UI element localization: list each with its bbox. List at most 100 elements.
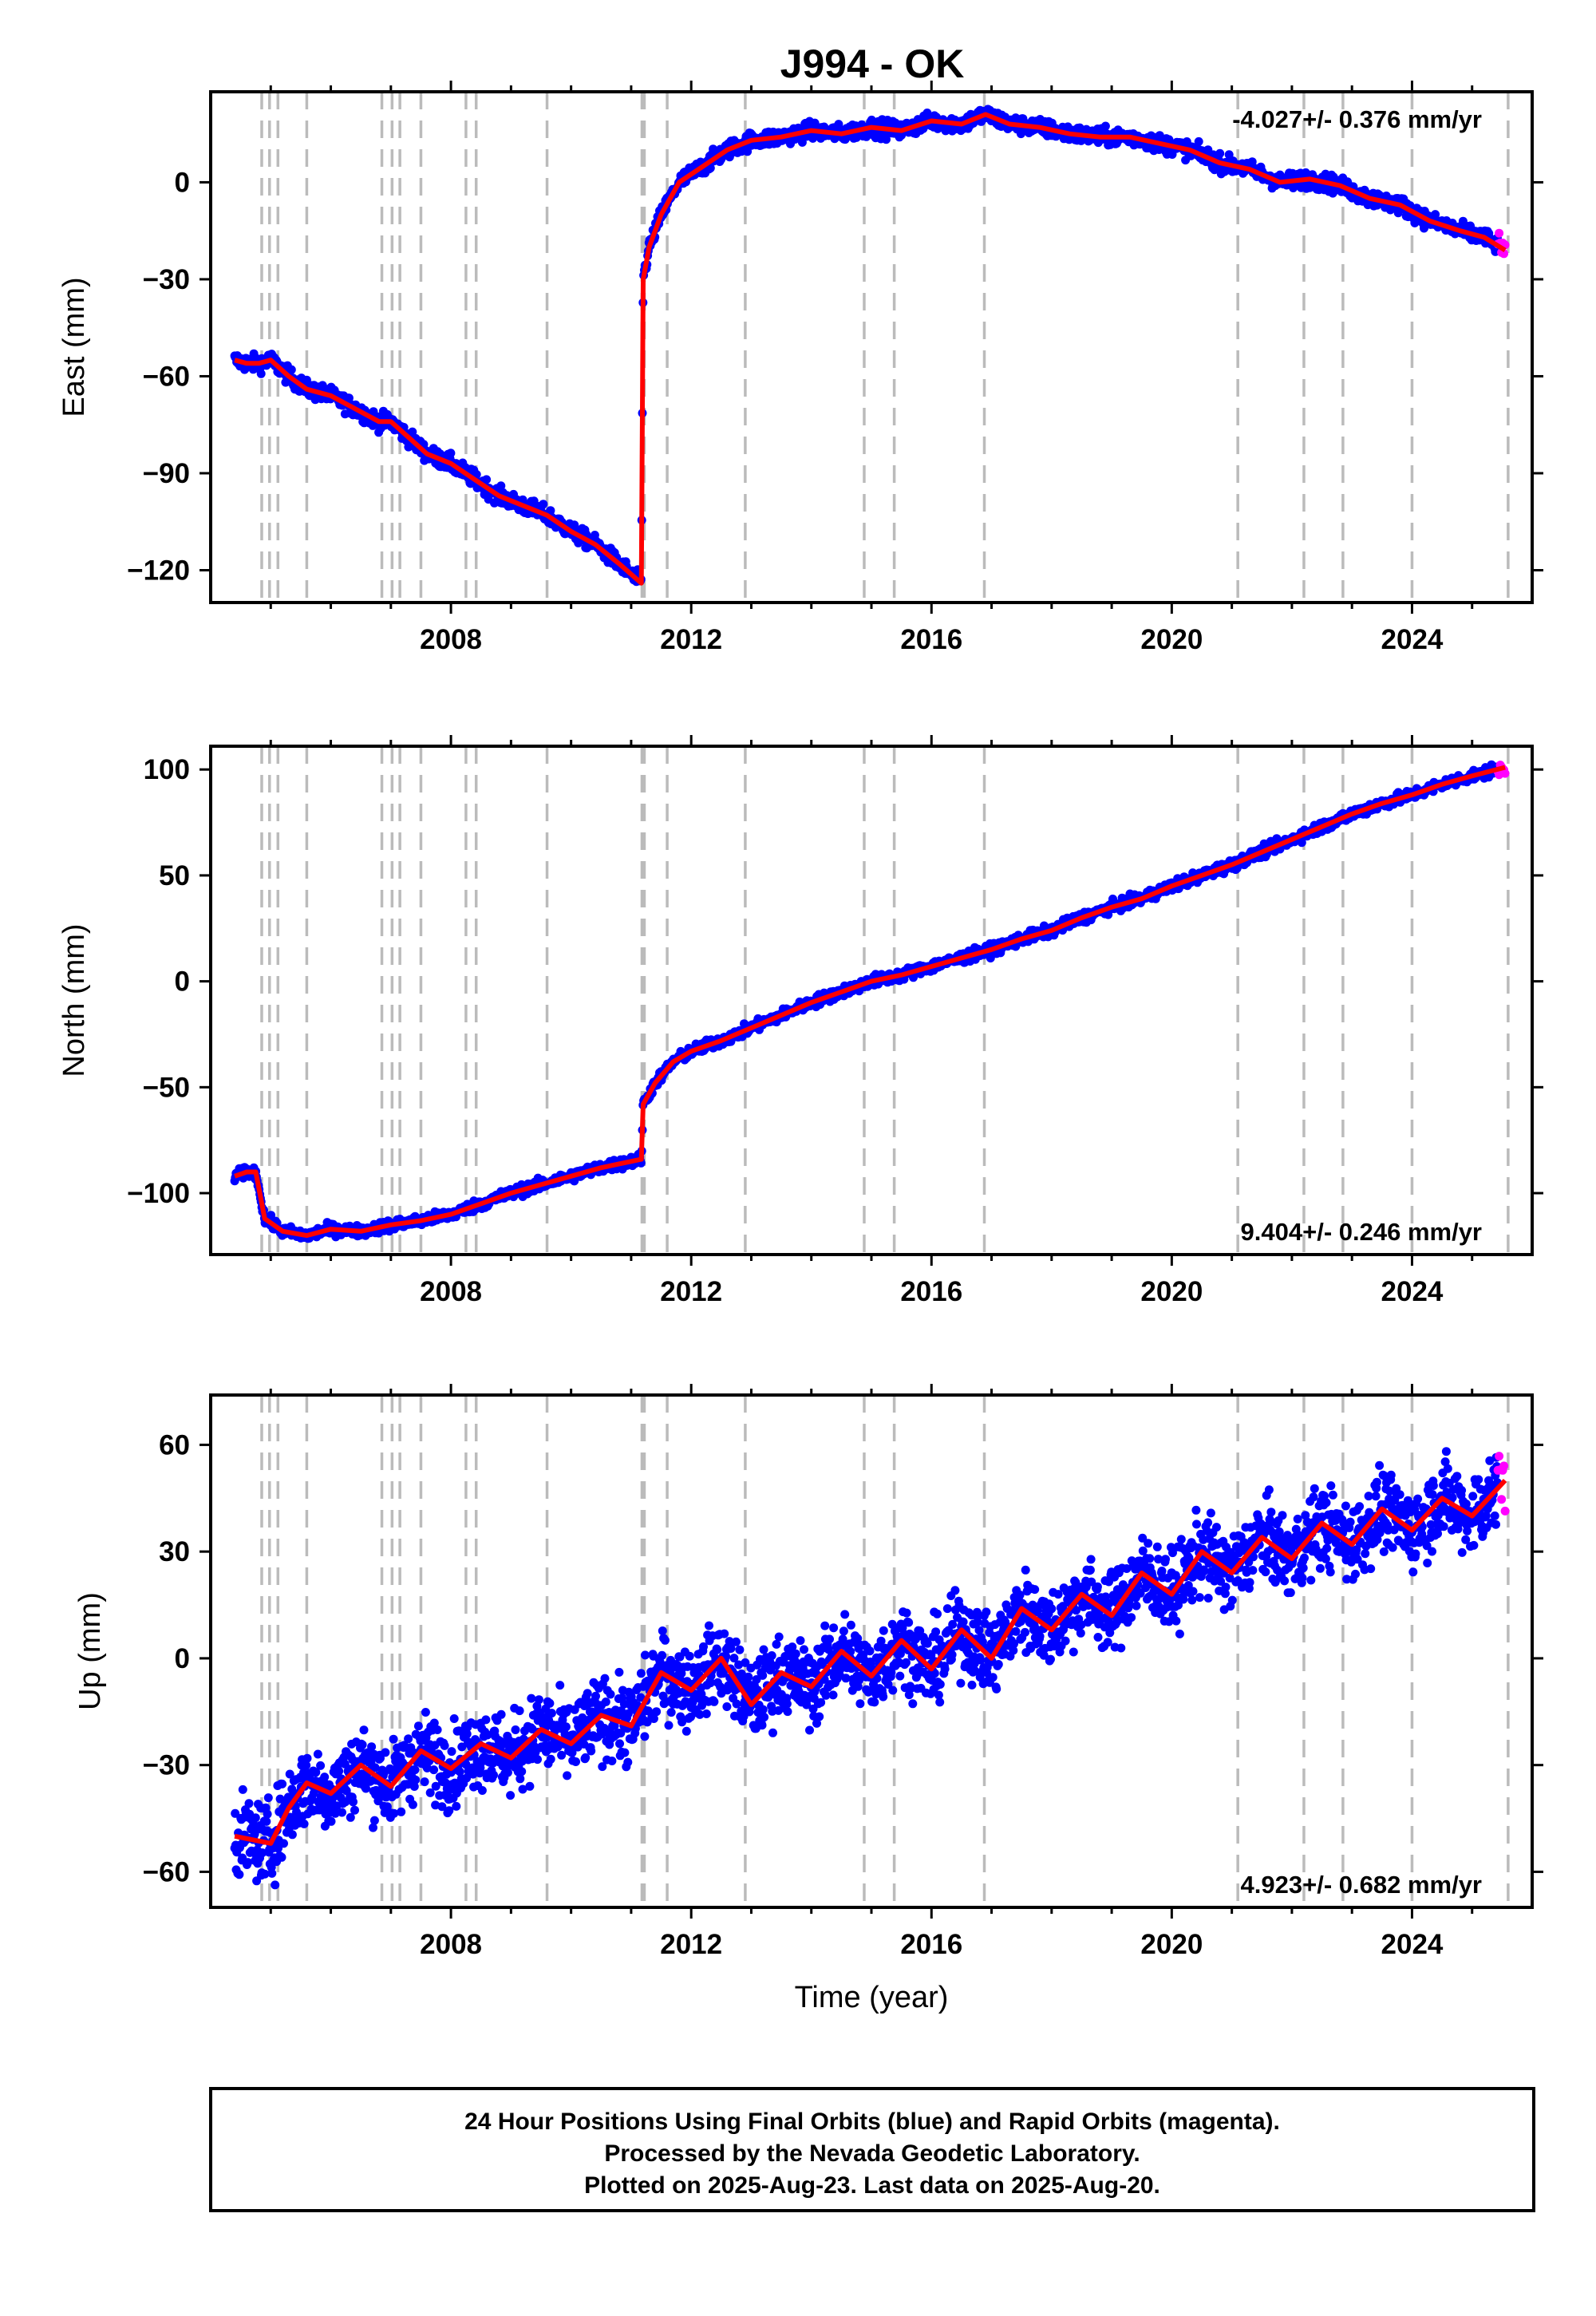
final-orbit-point [567, 1748, 577, 1757]
final-orbit-point [640, 1732, 650, 1741]
final-orbit-point [496, 481, 506, 491]
final-orbit-point [370, 1763, 380, 1773]
final-orbit-point [506, 1791, 516, 1800]
final-orbit-point [583, 1689, 592, 1698]
chart-title: J994 - OK [780, 41, 965, 86]
final-orbit-point [408, 1800, 417, 1809]
final-orbit-point [358, 1740, 367, 1749]
final-orbit-point [561, 1722, 571, 1732]
final-orbit-point [705, 164, 715, 173]
rate-label: 9.404+/- 0.246 mm/yr [1241, 1218, 1482, 1246]
final-orbit-point [658, 1650, 667, 1660]
final-orbit-point [652, 1707, 662, 1717]
final-orbit-point [381, 1748, 390, 1757]
final-orbit-point [705, 1678, 715, 1688]
final-orbit-point [452, 1801, 461, 1811]
final-orbit-point [413, 1721, 423, 1731]
final-orbit-point [455, 1767, 464, 1777]
final-orbit-point [1215, 148, 1225, 158]
final-orbit-point [534, 1695, 543, 1705]
final-orbit-point [421, 1708, 430, 1717]
final-orbit-point [527, 1694, 536, 1703]
final-orbit-point [440, 1741, 449, 1750]
final-orbit-point [503, 1768, 512, 1777]
final-orbit-point [278, 1779, 287, 1788]
final-orbit-point [483, 1730, 492, 1740]
final-orbit-point [260, 1869, 270, 1879]
rate-label: -4.027+/- 0.376 mm/yr [1232, 105, 1482, 133]
final-orbit-point [320, 1773, 330, 1782]
final-orbit-point [346, 1812, 355, 1822]
final-orbit-point [447, 1747, 456, 1757]
final-orbit-point [557, 1750, 567, 1760]
final-orbit-point [686, 1712, 695, 1721]
final-orbit-point [429, 1765, 439, 1775]
final-orbit-point [313, 1749, 322, 1759]
final-orbit-point [267, 1868, 277, 1878]
final-orbit-point [263, 1793, 273, 1803]
final-orbit-point [1297, 838, 1306, 848]
final-orbit-point [545, 1698, 555, 1708]
final-orbit-point [326, 1816, 336, 1826]
y-tick-label: −90 [143, 458, 190, 489]
final-orbit-point [1194, 136, 1203, 146]
final-orbit-point [404, 1734, 413, 1744]
final-orbit-point [389, 1808, 399, 1818]
final-orbit-point [600, 1674, 610, 1683]
final-orbit-point [517, 1767, 527, 1777]
final-orbit-point [361, 1784, 370, 1793]
final-orbit-point [641, 1650, 650, 1660]
final-orbit-point [309, 1788, 318, 1798]
final-orbit-point [316, 1761, 326, 1770]
final-orbit-point [560, 1729, 570, 1739]
final-orbit-point [489, 1770, 498, 1780]
final-orbit-point [462, 1729, 472, 1739]
x-tick-label: 2024 [1381, 624, 1444, 655]
final-orbit-point [533, 1755, 542, 1765]
final-orbit-point [525, 1781, 535, 1791]
final-orbit-point [244, 1799, 254, 1808]
final-orbit-point [563, 1771, 572, 1780]
final-orbit-point [555, 1681, 565, 1690]
final-orbit-point [271, 1880, 280, 1890]
final-orbit-point [681, 1726, 691, 1736]
final-orbit-point [429, 1718, 439, 1728]
final-orbit-point [1100, 121, 1110, 131]
final-orbit-point [546, 506, 555, 516]
final-orbit-point [547, 1709, 556, 1718]
final-orbit-point [334, 1766, 344, 1776]
final-orbit-point [581, 1753, 591, 1762]
final-orbit-point [601, 1697, 610, 1706]
final-orbit-point [367, 1742, 377, 1752]
final-orbit-point [262, 1816, 271, 1826]
event-lines [260, 92, 1510, 603]
final-orbit-point [615, 1739, 624, 1749]
final-orbit-point [619, 1699, 629, 1709]
y-axis-label: East (mm) [57, 277, 91, 417]
final-orbit-point [263, 1809, 272, 1819]
plot-frame [209, 90, 1534, 604]
final-orbit-point [685, 1651, 694, 1661]
final-orbit-point [350, 1805, 359, 1815]
x-tick-label: 2012 [660, 624, 722, 655]
final-orbit-point [369, 1823, 377, 1832]
final-orbit-point [511, 1725, 520, 1734]
final-orbit-point [636, 1669, 646, 1678]
final-orbit-point [606, 1690, 615, 1699]
final-orbit-point [457, 1742, 467, 1752]
y-tick-label: 100 [144, 754, 190, 785]
final-orbit-point [518, 1784, 527, 1794]
final-orbit-point [539, 500, 548, 509]
final-orbit-point [431, 1800, 440, 1810]
final-orbit-point [431, 1781, 440, 1791]
final-orbit-point [661, 1635, 670, 1645]
final-orbit-point [496, 1709, 506, 1719]
y-tick-label: −120 [127, 555, 190, 586]
final-orbit-point [515, 1706, 524, 1716]
x-tick-label: 2016 [900, 624, 962, 655]
final-orbit-point [433, 1725, 442, 1734]
final-orbit-point [311, 1768, 321, 1777]
final-orbit-point [279, 1839, 288, 1848]
